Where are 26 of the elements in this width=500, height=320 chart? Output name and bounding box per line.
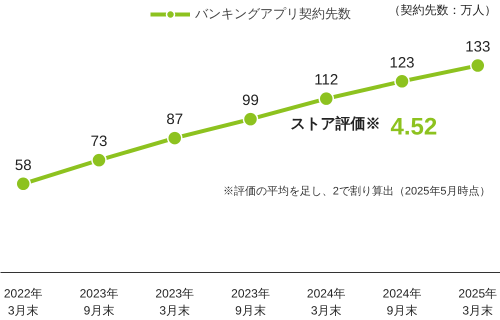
x-tick-label: 2023年 9月末	[80, 286, 118, 318]
legend-label: バンキングアプリ契約先数	[195, 5, 351, 23]
data-label: 133	[465, 38, 490, 56]
point	[394, 74, 410, 90]
x-tick-label: 2023年 3月末	[155, 286, 194, 318]
x-tick-label: 2023年 9月末	[231, 286, 270, 318]
annotation: ストア評価※	[290, 116, 380, 132]
point	[91, 152, 107, 168]
annotation: 4.52	[390, 114, 438, 140]
data-label: 112	[314, 72, 338, 89]
point	[470, 58, 486, 74]
data-label: 99	[242, 92, 259, 110]
point	[242, 111, 258, 127]
x-tick-label: 2024年 9月末	[382, 286, 422, 318]
data-label: 58	[14, 156, 32, 174]
data-label: 73	[90, 133, 108, 150]
point	[15, 176, 31, 192]
text: ※評価の平均を足し、2で割り算出（2025年5月時点）	[222, 184, 491, 198]
data-label: 87	[166, 111, 184, 128]
x-tick-label: 2022年 3月末	[4, 286, 43, 318]
chart-subtitle: （契約先数：万人）	[388, 2, 497, 17]
point	[318, 90, 334, 106]
x-tick-label: 2025年 3月末	[458, 286, 498, 318]
data-label: 123	[390, 54, 415, 72]
point	[166, 130, 182, 146]
x-tick-label: 2024年 3月末	[306, 286, 346, 318]
